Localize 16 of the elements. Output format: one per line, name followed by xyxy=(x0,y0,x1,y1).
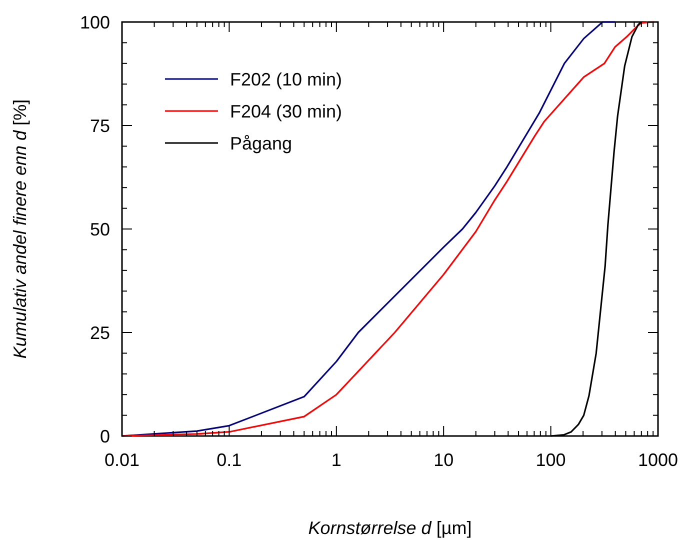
y-tick-label: 75 xyxy=(90,116,110,136)
x-axis-title: Kornstørrelse d [µm] xyxy=(308,518,472,538)
legend-label: F202 (10 min) xyxy=(230,69,342,90)
x-tick-label: 100 xyxy=(536,450,566,470)
y-axis-title: Kumulativ andel finere enn d [%] xyxy=(10,99,30,359)
y-tick-label: 50 xyxy=(90,219,110,240)
y-tick-label: 25 xyxy=(90,322,110,343)
y-tick-label: 100 xyxy=(80,12,110,32)
x-tick-label: 1000 xyxy=(638,450,678,470)
legend-label: F204 (30 min) xyxy=(230,101,342,122)
x-tick-label: 0.01 xyxy=(104,450,140,470)
legend-label: Pågang xyxy=(230,133,292,154)
x-tick-label: 1 xyxy=(331,450,342,470)
x-tick-label: 0.1 xyxy=(216,450,242,470)
y-tick-label: 0 xyxy=(100,426,110,446)
x-tick-label: 10 xyxy=(434,450,454,470)
